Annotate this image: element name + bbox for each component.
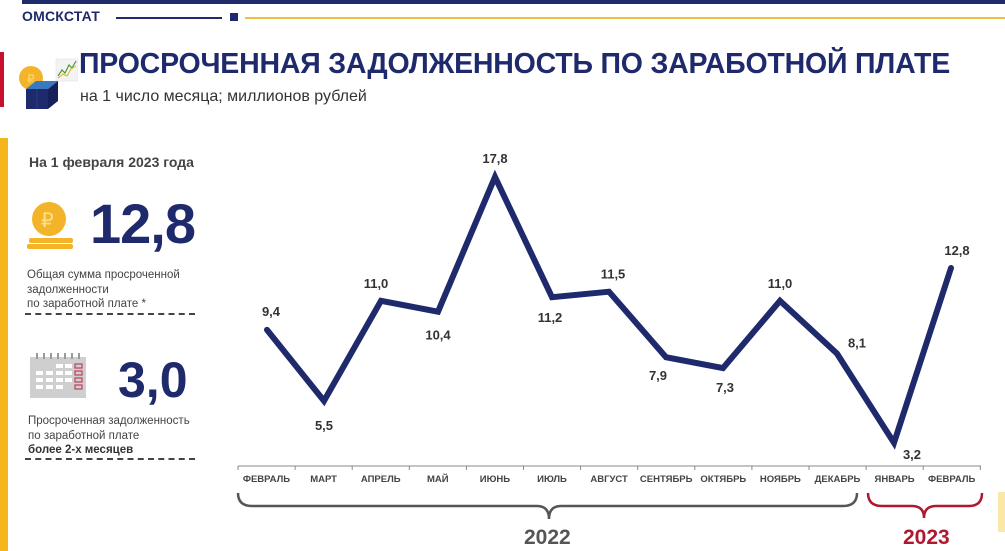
dashed-divider xyxy=(25,458,195,460)
overdue-2m-value: 3,0 xyxy=(118,352,188,408)
data-label: 7,9 xyxy=(649,368,667,383)
month-label: СЕНТЯБРЬ xyxy=(640,474,693,485)
year-label-2023: 2023 xyxy=(903,526,950,549)
data-label: 11,0 xyxy=(768,276,793,291)
month-label: ИЮНЬ xyxy=(480,474,510,485)
x-axis xyxy=(237,465,981,470)
overdue-2m-description: Просроченная задолженность по заработной… xyxy=(28,414,218,458)
desc-line: задолженности xyxy=(27,283,109,296)
desc-line: по заработной плате * xyxy=(27,298,146,310)
data-label: 10,4 xyxy=(425,328,451,343)
data-label: 11,0 xyxy=(364,276,389,291)
brace-2022 xyxy=(236,492,859,520)
month-label: ФЕВРАЛЬ xyxy=(243,474,290,485)
data-label: 8,1 xyxy=(848,336,866,351)
data-label: 5,5 xyxy=(315,418,333,433)
month-label: НОЯБРЬ xyxy=(760,474,801,485)
brand-divider-blue xyxy=(116,17,222,19)
brand-name: ОМСКСТАТ xyxy=(22,8,101,24)
data-label: 3,2 xyxy=(903,447,921,462)
month-label: МАЙ xyxy=(427,473,449,485)
desc-line: Общая сумма просроченной xyxy=(27,269,180,281)
brand-divider-square xyxy=(230,13,238,21)
month-label: ИЮЛЬ xyxy=(537,474,567,485)
data-label: 7,3 xyxy=(716,380,734,395)
summary-date: На 1 февраля 2023 года xyxy=(29,154,194,170)
total-debt-description: Общая сумма просроченной задолженности п… xyxy=(27,268,207,312)
page-title: ПРОСРОЧЕННАЯ ЗАДОЛЖЕННОСТЬ ПО ЗАРАБОТНОЙ… xyxy=(79,48,951,80)
desc-line: Просроченная задолженность xyxy=(28,415,190,427)
month-label: ФЕВРАЛЬ xyxy=(928,474,975,485)
month-label: ЯНВАРЬ xyxy=(875,474,915,485)
accent-bar-gold-right xyxy=(998,492,1005,532)
data-label: 9,4 xyxy=(262,304,281,319)
top-bar xyxy=(22,0,1005,4)
month-label: ДЕКАБРЬ xyxy=(815,474,861,485)
brace-2023 xyxy=(866,492,984,519)
brand-divider-gold xyxy=(245,17,1005,19)
ruble-coin-icon: ₽ xyxy=(27,202,73,249)
page-subtitle: на 1 число месяца; миллионов рублей xyxy=(80,88,367,105)
calendar-icon xyxy=(30,353,86,398)
desc-line: по заработной плате xyxy=(28,429,140,442)
accent-bar-gold xyxy=(0,138,8,551)
data-label: 17,8 xyxy=(482,151,507,166)
accent-bar-red xyxy=(0,52,4,107)
series-line xyxy=(264,169,954,450)
data-labels: 9,4 5,5 11,0 10,4 17,8 11,2 11,5 7,9 7,3 11,0 8,1 3… xyxy=(262,151,970,462)
finance-logo-icon: ₽ xyxy=(19,58,78,109)
svg-text:₽: ₽ xyxy=(41,210,54,232)
month-label: ОКТЯБРЬ xyxy=(700,474,746,485)
data-label: 11,5 xyxy=(601,267,626,282)
svg-text:₽: ₽ xyxy=(27,72,35,86)
data-label: 11,2 xyxy=(538,310,563,325)
year-label-2022: 2022 xyxy=(524,526,571,549)
month-label: МАРТ xyxy=(310,474,337,485)
month-label: АВГУСТ xyxy=(590,474,628,485)
dashed-divider xyxy=(25,313,195,315)
month-label: АПРЕЛЬ xyxy=(361,474,401,485)
month-labels: ФЕВРАЛЬ МАРТ АПРЕЛЬ МАЙ ИЮНЬ ИЮЛЬ АВГУСТ СЕНТЯБ… xyxy=(243,473,976,485)
total-debt-value: 12,8 xyxy=(90,192,196,255)
data-label: 12,8 xyxy=(944,243,969,258)
desc-line-bold: более 2-х месяцев xyxy=(28,444,134,456)
